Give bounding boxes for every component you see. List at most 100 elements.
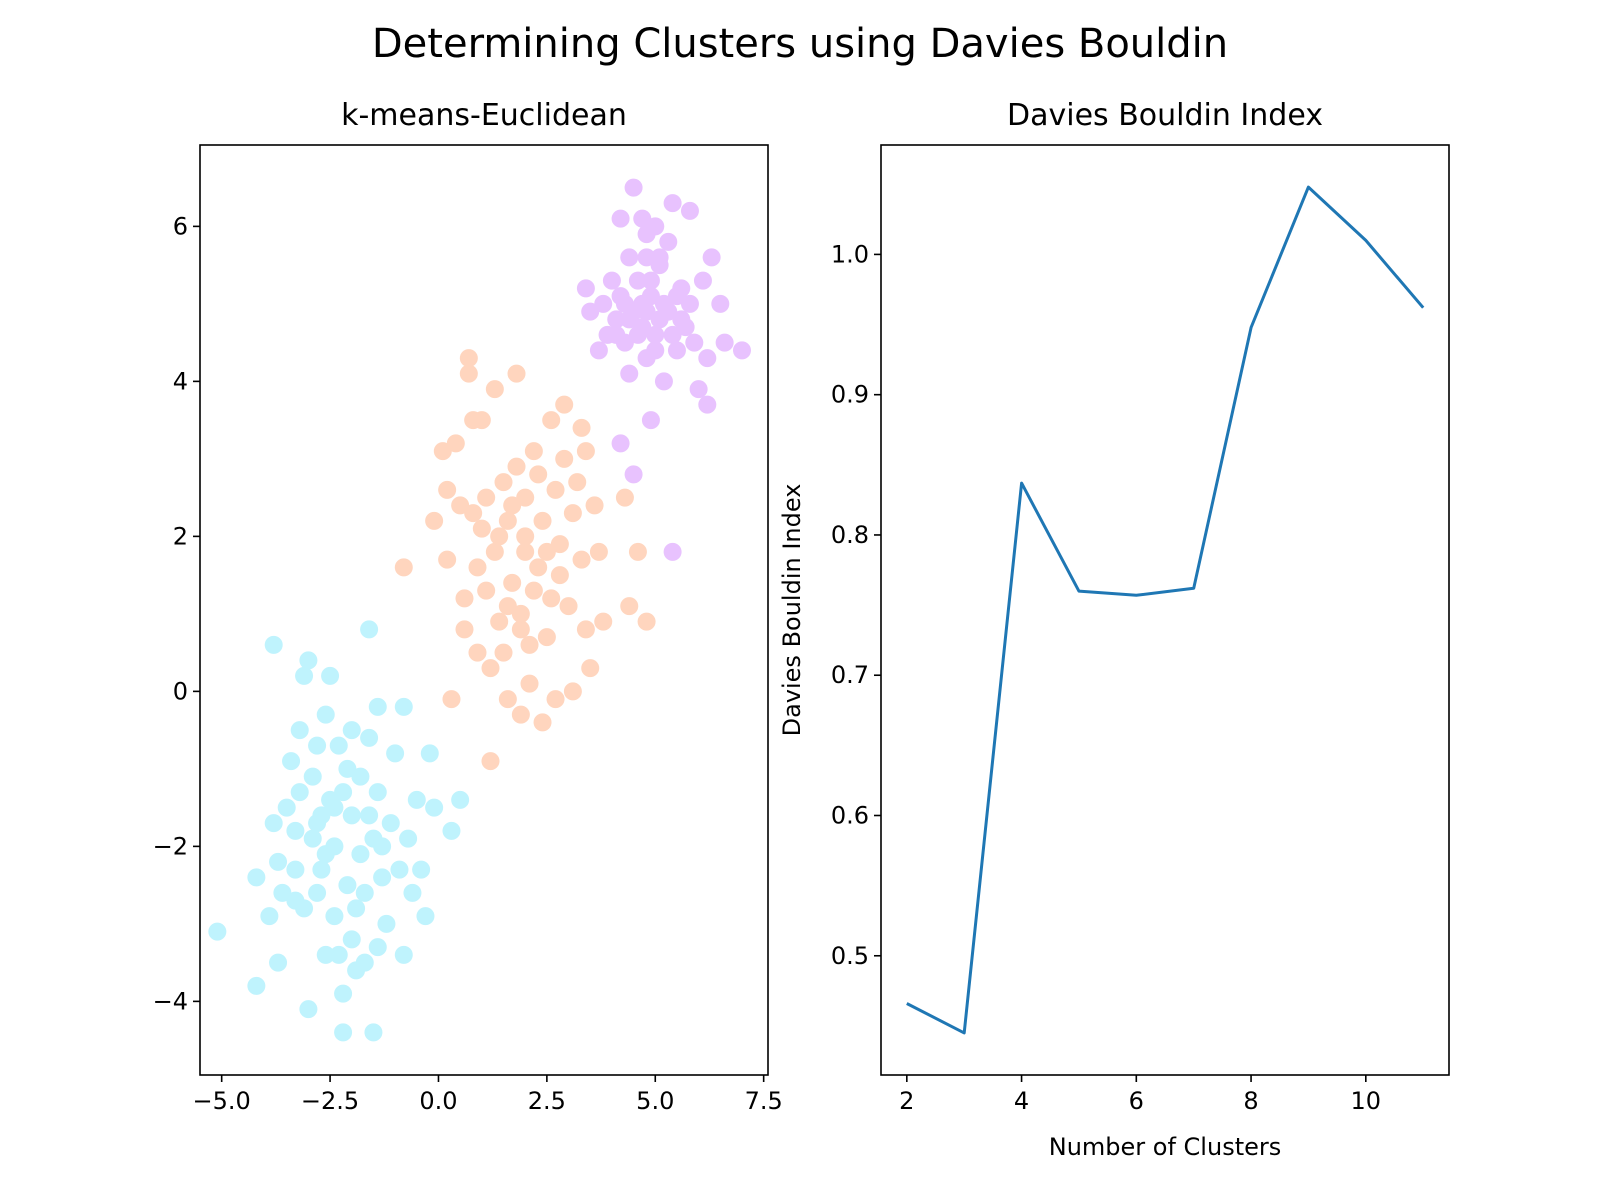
scatter-point-cluster-2 (572, 418, 591, 437)
scatter-point-cluster-3 (641, 271, 660, 290)
scatter-point-cluster-2 (503, 573, 522, 592)
scatter-point-cluster-3 (576, 279, 595, 298)
scatter-point-cluster-2 (464, 504, 483, 523)
scatter-point-cluster-1 (390, 860, 409, 879)
scatter-y-tick-label: −4 (153, 987, 188, 1015)
scatter-point-cluster-2 (637, 612, 656, 631)
scatter-point-cluster-3 (663, 194, 682, 213)
scatter-point-cluster-2 (546, 480, 565, 499)
scatter-point-cluster-2 (516, 488, 535, 507)
scatter-point-cluster-1 (386, 744, 405, 763)
scatter-point-cluster-2 (542, 411, 561, 430)
scatter-point-cluster-1 (399, 829, 418, 848)
scatter-point-cluster-2 (446, 434, 465, 453)
scatter-point-cluster-1 (329, 736, 348, 755)
scatter-point-cluster-2 (520, 635, 539, 654)
line-y-tick-label: 0.7 (831, 661, 869, 689)
line-y-tick-label: 0.6 (831, 801, 869, 829)
line-x-tick-label: 10 (1351, 1087, 1382, 1115)
figure-title: Determining Clusters using Davies Bouldi… (372, 21, 1228, 67)
scatter-point-cluster-1 (316, 945, 335, 964)
line-y-tick-label: 0.5 (831, 942, 869, 970)
scatter-point-cluster-2 (529, 465, 548, 484)
line-x-tick-label: 2 (899, 1087, 914, 1115)
scatter-point-cluster-2 (529, 558, 548, 577)
scatter-point-cluster-1 (295, 899, 314, 918)
scatter-point-cluster-2 (550, 535, 569, 554)
scatter-point-cluster-2 (459, 364, 478, 383)
scatter-point-cluster-1 (321, 666, 340, 685)
scatter-point-cluster-1 (412, 860, 431, 879)
scatter-point-cluster-1 (325, 907, 344, 926)
line-panel: Davies Bouldin Index 2 4 6 8 10 0.5 0.6 0.7 0.8… (778, 98, 1450, 1161)
scatter-y-tick-label: 4 (173, 367, 188, 395)
scatter-point-cluster-3 (633, 294, 652, 313)
scatter-point-cluster-3 (702, 248, 721, 267)
scatter-point-cluster-3 (589, 341, 608, 360)
scatter-point-cluster-3 (667, 287, 686, 306)
scatter-point-cluster-2 (433, 442, 452, 461)
scatter-point-cluster-2 (438, 480, 457, 499)
scatter-point-cluster-1 (338, 876, 357, 895)
scatter-point-cluster-3 (646, 325, 665, 344)
scatter-x-tick-label: −5.0 (193, 1087, 251, 1115)
scatter-point-cluster-3 (654, 372, 673, 391)
scatter-x-tick-label: 0.0 (419, 1087, 457, 1115)
scatter-point-cluster-1 (338, 759, 357, 778)
scatter-point-cluster-3 (667, 341, 686, 360)
scatter-point-cluster-3 (698, 395, 717, 414)
scatter-point-cluster-2 (537, 628, 556, 647)
scatter-axes-frame (199, 144, 769, 1076)
scatter-point-cluster-2 (503, 496, 522, 515)
scatter-point-cluster-1 (290, 721, 309, 740)
scatter-point-cluster-2 (555, 449, 574, 468)
scatter-point-cluster-2 (620, 597, 639, 616)
scatter-point-cluster-1 (299, 651, 318, 670)
scatter-point-cluster-1 (368, 783, 387, 802)
scatter-point-cluster-1 (308, 883, 327, 902)
scatter-point-cluster-1 (373, 868, 392, 887)
line-x-axis-ticks: 2 4 6 8 10 (899, 1075, 1381, 1115)
scatter-point-cluster-1 (360, 806, 379, 825)
scatter-point-cluster-1 (299, 1000, 318, 1019)
scatter-point-cluster-2 (524, 442, 543, 461)
scatter-point-cluster-1 (295, 666, 314, 685)
scatter-point-cluster-2 (516, 542, 535, 561)
scatter-point-cluster-2 (585, 496, 604, 515)
line-axes-frame (880, 144, 1450, 1076)
scatter-point-cluster-3 (581, 302, 600, 321)
scatter-point-cluster-2 (477, 581, 496, 600)
scatter-point-cluster-2 (485, 542, 504, 561)
scatter-point-cluster-3 (611, 434, 630, 453)
scatter-point-cluster-2 (511, 620, 530, 639)
scatter-point-cluster-2 (576, 620, 595, 639)
scatter-point-cluster-1 (342, 806, 361, 825)
scatter-point-cluster-1 (394, 945, 413, 964)
scatter-point-cluster-2 (468, 643, 487, 662)
scatter-point-cluster-1 (394, 697, 413, 716)
scatter-point-cluster-2 (546, 690, 565, 709)
scatter-point-cluster-2 (542, 589, 561, 608)
scatter-point-cluster-2 (494, 473, 513, 492)
line-title: Davies Bouldin Index (1007, 98, 1323, 133)
scatter-y-tick-label: 2 (173, 522, 188, 550)
scatter-point-cluster-1 (264, 814, 283, 833)
scatter-point-cluster-2 (581, 659, 600, 678)
scatter-y-tick-label: 0 (173, 677, 188, 705)
scatter-point-cluster-2 (576, 442, 595, 461)
scatter-point-cluster-1 (355, 953, 374, 972)
line-y-axis-label: Davies Bouldin Index (778, 484, 806, 737)
scatter-point-cluster-1 (420, 744, 439, 763)
scatter-point-cluster-2 (490, 612, 509, 631)
scatter-x-tick-label: 5.0 (636, 1087, 674, 1115)
scatter-point-cluster-1 (277, 798, 296, 817)
scatter-point-cluster-1 (208, 922, 227, 941)
scatter-point-cluster-2 (477, 488, 496, 507)
scatter-point-cluster-2 (507, 457, 526, 476)
scatter-point-cluster-1 (451, 790, 470, 809)
scatter-point-cluster-3 (689, 380, 708, 399)
scatter-point-cluster-2 (481, 752, 500, 771)
scatter-x-tick-label: 2.5 (528, 1087, 566, 1115)
